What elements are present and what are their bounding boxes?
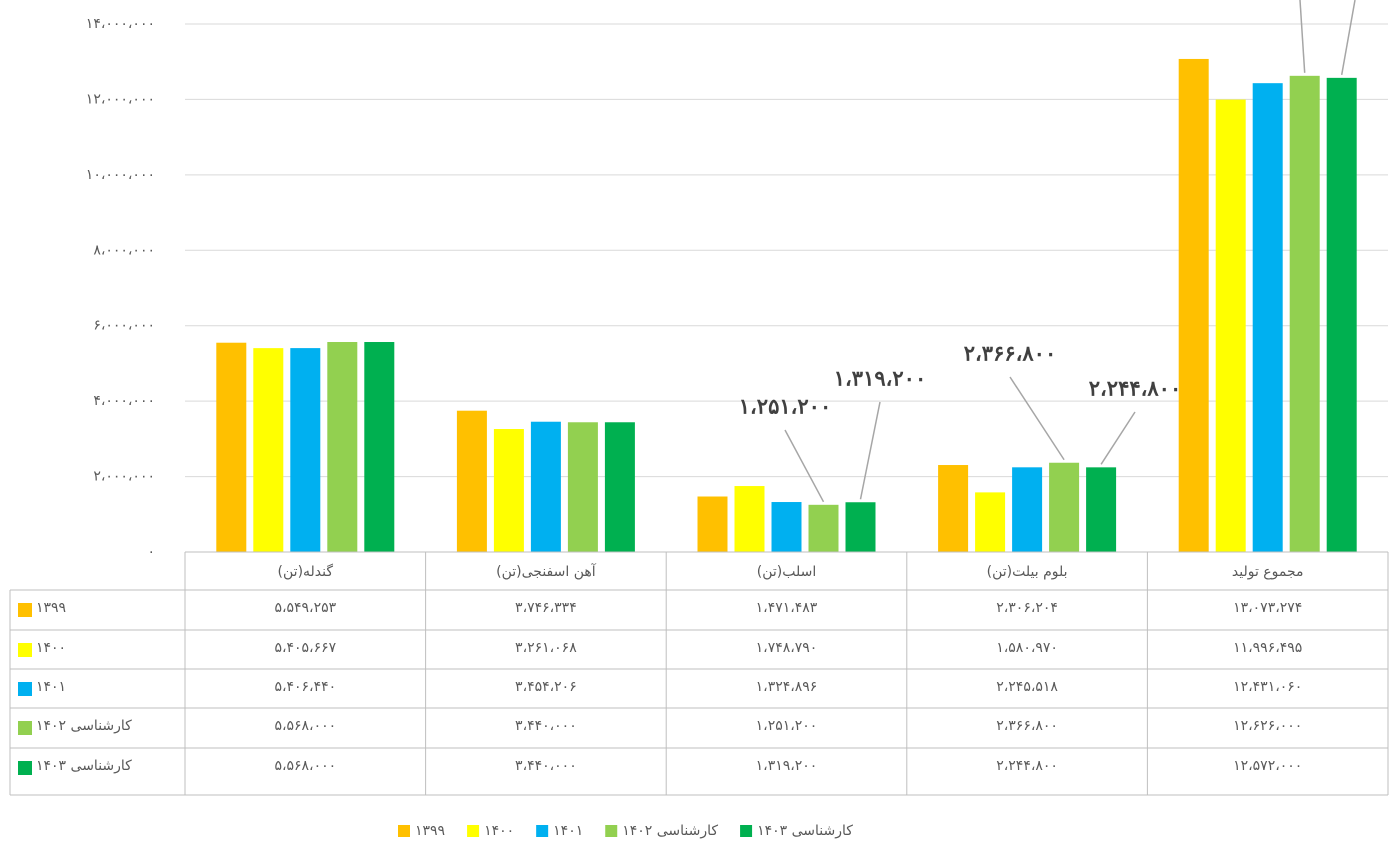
table-header: مجموع تولید — [1232, 564, 1304, 580]
table-cell: ۵،۴۰۵،۶۶۷ — [274, 640, 336, 656]
table-cell: ۲،۳۶۶،۸۰۰ — [996, 718, 1058, 734]
legend-label: ۱۴۰۱ — [553, 823, 583, 839]
bar — [290, 348, 321, 552]
data-label: ۱،۲۵۱،۲۰۰ — [739, 394, 832, 419]
table-cell: ۱،۴۷۱،۴۸۳ — [756, 600, 818, 616]
bar — [1086, 467, 1117, 552]
table-cell: ۱،۵۸۰،۹۷۰ — [996, 640, 1058, 656]
bar — [604, 422, 635, 552]
table-header: اسلب(تن) — [757, 564, 816, 580]
bar — [327, 342, 358, 552]
leader-line — [1009, 376, 1065, 461]
y-tick-label: ۲،۰۰۰،۰۰۰ — [93, 469, 155, 485]
bar — [1215, 99, 1246, 552]
legend-key — [18, 682, 32, 696]
y-tick-label: ۱۴،۰۰۰،۰۰۰ — [86, 16, 155, 32]
table-cell: ۱۲،۵۷۲،۰۰۰ — [1233, 758, 1302, 774]
table-header: بلوم بیلت(تن) — [987, 564, 1068, 580]
legend-key — [605, 825, 618, 837]
y-tick-label: ۰ — [147, 544, 155, 560]
legend-key — [536, 825, 549, 837]
series-name: ۱۴۰۰ — [36, 640, 66, 656]
bar — [1289, 75, 1320, 552]
y-tick-label: ۸،۰۰۰،۰۰۰ — [93, 242, 155, 258]
table-cell: ۱۳،۰۷۳،۲۷۴ — [1233, 600, 1302, 616]
table-cell: ۳،۴۴۰،۰۰۰ — [515, 758, 577, 774]
bar — [734, 486, 765, 552]
bar — [1252, 83, 1283, 552]
legend-key — [740, 825, 753, 837]
legend-key — [18, 643, 32, 657]
bar — [567, 422, 598, 552]
table-cell: ۱،۷۴۸،۷۹۰ — [756, 640, 818, 656]
y-tick-label: ۶،۰۰۰،۰۰۰ — [93, 318, 155, 334]
series-name: ۱۳۹۹ — [36, 600, 66, 616]
table-cell: ۲،۲۴۴،۸۰۰ — [996, 758, 1058, 774]
table-header: گندله(تن) — [278, 563, 334, 580]
y-tick-label: ۴،۰۰۰،۰۰۰ — [93, 393, 155, 409]
leader-line — [1340, 0, 1356, 75]
legend-label: کارشناسی ۱۴۰۳ — [757, 823, 853, 839]
bar — [845, 502, 876, 552]
data-label: ۲،۳۶۶،۸۰۰ — [964, 341, 1057, 366]
bar — [253, 348, 284, 552]
table-cell: ۱۱،۹۹۶،۴۹۵ — [1233, 640, 1302, 656]
table-cell: ۵،۵۶۸،۰۰۰ — [274, 718, 336, 734]
bar — [1326, 77, 1357, 552]
table-cell: ۲،۲۴۵،۵۱۸ — [996, 679, 1058, 695]
table-cell: ۵،۵۴۹،۲۵۳ — [274, 600, 336, 616]
bar — [975, 492, 1006, 552]
table-cell: ۳،۷۴۶،۳۳۴ — [515, 600, 577, 616]
data-label: ۲،۲۴۴،۸۰۰ — [1089, 376, 1182, 401]
table-header: آهن اسفنجی(تن) — [496, 563, 597, 580]
legend-label: ۱۳۹۹ — [415, 823, 445, 839]
table-cell: ۵،۴۰۶،۴۴۰ — [274, 679, 336, 695]
table-cell: ۱۲،۶۲۶،۰۰۰ — [1233, 718, 1302, 734]
leader-line — [784, 429, 825, 503]
leader-line — [1299, 0, 1306, 73]
bar — [1049, 462, 1080, 552]
series-name: کارشناسی ۱۴۰۳ — [36, 758, 132, 774]
bar — [1012, 467, 1043, 552]
legend-key — [467, 825, 480, 837]
bar — [1178, 58, 1209, 553]
table-cell: ۲،۳۰۶،۲۰۴ — [996, 600, 1058, 616]
table-cell: ۱۲،۴۳۱،۰۶۰ — [1233, 679, 1302, 695]
bar — [697, 496, 728, 552]
bar — [216, 342, 247, 552]
table-cell: ۱،۲۵۱،۲۰۰ — [756, 718, 818, 734]
legend-key — [18, 721, 32, 735]
table-cell: ۳،۴۵۴،۲۰۶ — [515, 679, 577, 695]
table-cell: ۳،۲۶۱،۰۶۸ — [515, 640, 577, 656]
y-tick-label: ۱۲،۰۰۰،۰۰۰ — [86, 91, 155, 107]
bar — [493, 429, 524, 552]
bar — [808, 504, 839, 552]
legend-label: کارشناسی ۱۴۰۲ — [622, 823, 718, 839]
legend-key — [18, 761, 32, 775]
leader-line — [1100, 411, 1136, 465]
legend-key — [398, 825, 410, 837]
series-name: کارشناسی ۱۴۰۲ — [36, 718, 132, 734]
data-label: ۱،۳۱۹،۲۰۰ — [834, 366, 927, 391]
bar — [530, 421, 561, 552]
leader-line — [859, 401, 881, 500]
series-name: ۱۴۰۱ — [36, 679, 66, 695]
table-cell: ۵،۵۶۸،۰۰۰ — [274, 758, 336, 774]
table-cell: ۳،۴۴۰،۰۰۰ — [515, 718, 577, 734]
table-cell: ۱،۳۲۴،۸۹۶ — [756, 679, 818, 695]
bar — [456, 410, 487, 552]
table-cell: ۱،۳۱۹،۲۰۰ — [756, 758, 818, 774]
bar — [938, 465, 969, 552]
legend-label: ۱۴۰۰ — [484, 823, 514, 839]
bar — [771, 502, 802, 552]
y-tick-label: ۱۰،۰۰۰،۰۰۰ — [86, 167, 155, 183]
legend-key — [18, 603, 32, 617]
bar — [364, 342, 395, 552]
